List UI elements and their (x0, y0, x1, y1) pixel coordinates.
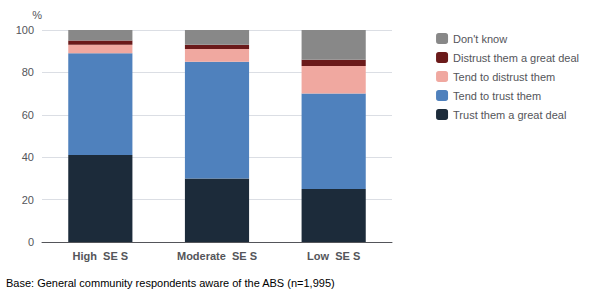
svg-text:Trust them a great deal: Trust them a great deal (453, 109, 566, 121)
svg-text:High SE S: High SE S (73, 250, 129, 262)
svg-text:20: 20 (22, 194, 34, 206)
svg-text:60: 60 (22, 109, 34, 121)
svg-text:Tend to trust them: Tend to trust them (453, 90, 541, 102)
svg-text:Distrust them a great deal: Distrust them a great deal (453, 52, 579, 64)
svg-text:Base: General community respon: Base: General community respondents awar… (6, 277, 335, 289)
svg-text:80: 80 (22, 66, 34, 78)
svg-text:100: 100 (16, 24, 34, 36)
svg-text:%: % (32, 9, 42, 21)
svg-text:0: 0 (28, 236, 34, 248)
svg-text:Low SE S: Low SE S (307, 250, 360, 262)
svg-text:Tend to distrust them: Tend to distrust them (453, 71, 555, 83)
svg-text:Moderate SE S: Moderate SE S (177, 250, 257, 262)
svg-text:Don't know: Don't know (453, 33, 507, 45)
svg-text:40: 40 (22, 151, 34, 163)
